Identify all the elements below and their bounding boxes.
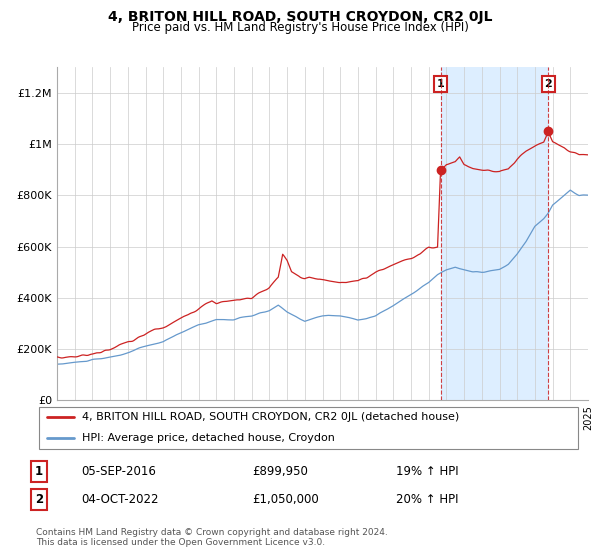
Bar [440, 67, 548, 400]
Text: £899,950: £899,950 [252, 465, 308, 478]
Text: Price paid vs. HM Land Registry's House Price Index (HPI): Price paid vs. HM Land Registry's House … [131, 21, 469, 34]
Text: HPI: Average price, detached house, Croydon: HPI: Average price, detached house, Croy… [82, 433, 335, 444]
Text: £1,050,000: £1,050,000 [252, 493, 319, 506]
Text: 1: 1 [437, 79, 445, 89]
Text: 20% ↑ HPI: 20% ↑ HPI [396, 493, 458, 506]
Text: 04-OCT-2022: 04-OCT-2022 [81, 493, 158, 506]
Text: 05-SEP-2016: 05-SEP-2016 [81, 465, 156, 478]
FancyBboxPatch shape [39, 407, 578, 449]
Text: 4, BRITON HILL ROAD, SOUTH CROYDON, CR2 0JL: 4, BRITON HILL ROAD, SOUTH CROYDON, CR2 … [108, 10, 492, 24]
Text: 2: 2 [544, 79, 552, 89]
Text: 4, BRITON HILL ROAD, SOUTH CROYDON, CR2 0JL (detached house): 4, BRITON HILL ROAD, SOUTH CROYDON, CR2 … [82, 412, 460, 422]
Text: Contains HM Land Registry data © Crown copyright and database right 2024.
This d: Contains HM Land Registry data © Crown c… [36, 528, 388, 547]
Text: 2: 2 [35, 493, 43, 506]
Text: 1: 1 [35, 465, 43, 478]
Text: 19% ↑ HPI: 19% ↑ HPI [396, 465, 458, 478]
